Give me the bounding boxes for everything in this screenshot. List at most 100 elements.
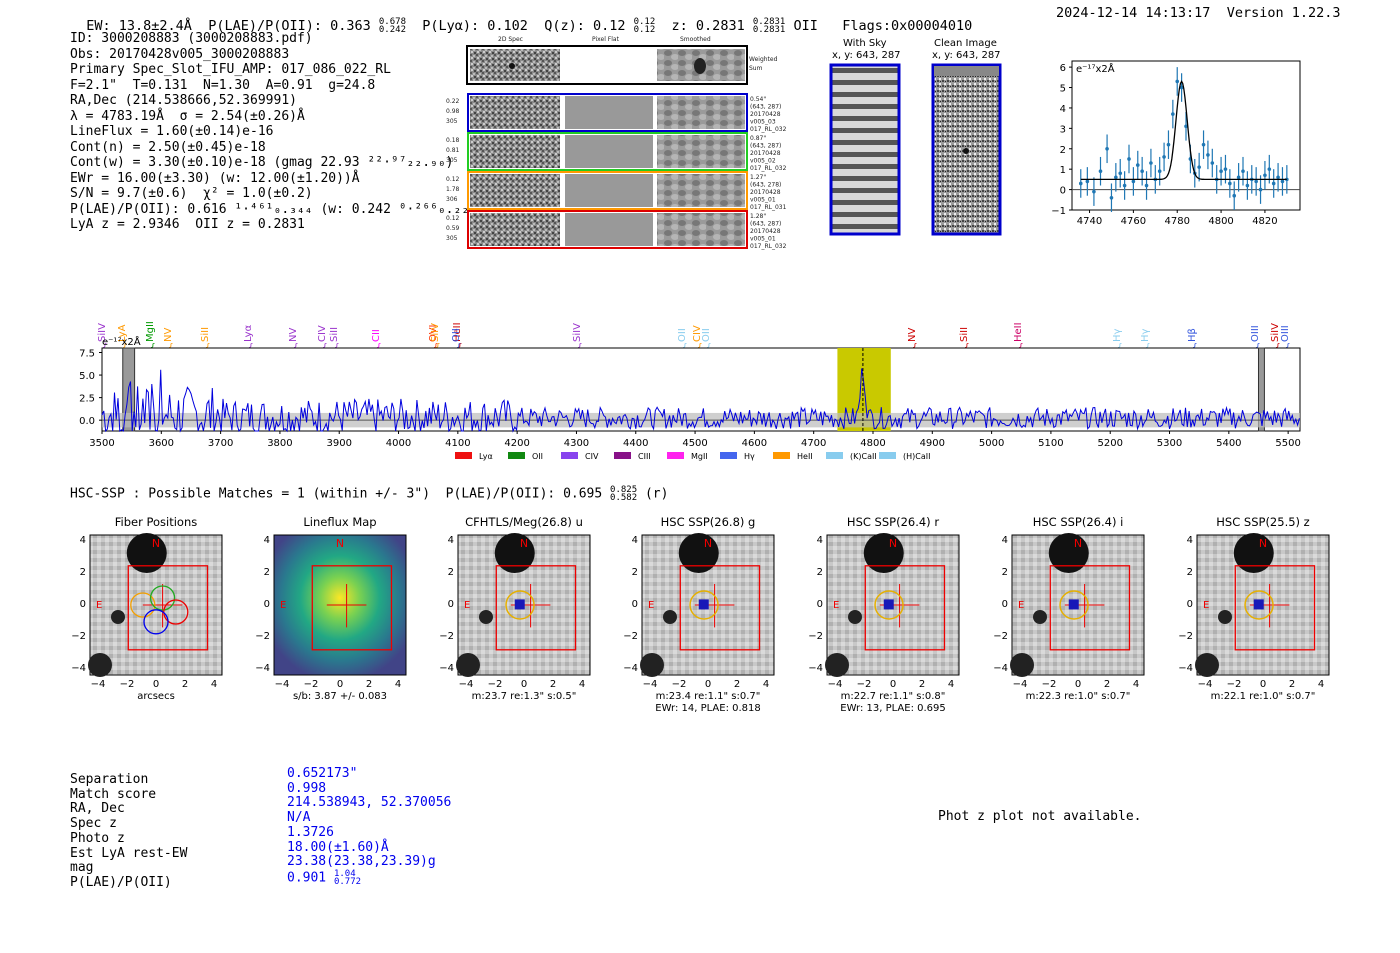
spectrum-line <box>101 368 1300 433</box>
north-marker: N <box>520 537 528 550</box>
label-plae: P(LAE)/P(OII) <box>70 874 172 890</box>
row-right-value: 20170428 <box>750 189 781 196</box>
north-marker: N <box>1074 537 1082 550</box>
data-point <box>1085 179 1090 184</box>
line-marker: { <box>376 343 382 350</box>
line-fit-xtick: 4820 <box>1252 216 1277 227</box>
data-point <box>1210 161 1215 165</box>
line-fit-xtick: 4800 <box>1208 216 1233 227</box>
spectrum-xtick: 5100 <box>1038 438 1063 449</box>
value-match-score: 0.998 <box>287 780 327 796</box>
data-point <box>1078 181 1083 186</box>
line-fit-ytick: 4 <box>1060 104 1066 115</box>
legend-swatch <box>614 452 631 459</box>
line-label: SiII <box>959 327 970 342</box>
panel-xtick: 4 <box>579 679 585 690</box>
imaging-panels: Fiber Positions N E 4 2 0 −2 −4 −4 −2 0 2 4 arcsecs Li… <box>71 515 1330 714</box>
data-point <box>1157 169 1162 174</box>
line-fit-xtick: 4780 <box>1165 216 1190 227</box>
with-sky-image <box>829 63 901 236</box>
info-ewr: EWr = 16.00(±3.30) (w: 12.00(±1.20))Å <box>70 170 360 186</box>
label-radec: RA, Dec <box>70 801 125 817</box>
line-marker: { <box>457 343 463 350</box>
panel-xtick: 0 <box>890 679 896 690</box>
panel-ytick: 0 <box>448 599 454 610</box>
panel-xtick: −2 <box>1227 679 1242 690</box>
data-point <box>1122 183 1127 188</box>
panel-ytick: 2 <box>1002 567 1008 578</box>
panel-xtick: 0 <box>1260 679 1266 690</box>
line-fit-ytick: 1 <box>1060 165 1066 176</box>
image-panel-2: Lineflux Map N E 4 2 0 −2 −4 −4 −2 0 2 4 s/b: 3.87 +/… <box>255 515 407 702</box>
legend-label: Lyα <box>479 452 493 461</box>
line-label: CII <box>371 329 382 342</box>
panel-ytick: −4 <box>623 663 638 674</box>
legend-swatch <box>561 452 578 459</box>
data-point <box>1171 112 1175 116</box>
bright-star <box>863 533 904 573</box>
panel-title: HSC SSP(26.4) i <box>1033 515 1124 529</box>
spectrum-xtick: 4800 <box>860 438 885 449</box>
line-label: SiII <box>329 327 340 342</box>
panel-ytick: −2 <box>993 631 1008 642</box>
col-smoothed: Smoothed <box>680 36 711 43</box>
line-marker: { <box>168 343 174 350</box>
info-lineflux: LineFlux = 1.60(±0.14)e-16 <box>70 124 274 139</box>
aperture-circle <box>505 590 535 620</box>
aperture-box <box>495 565 577 651</box>
spectrum-xtick: 5000 <box>979 438 1004 449</box>
panel-xtick: −2 <box>672 679 687 690</box>
north-marker: N <box>152 537 160 550</box>
row-left-value: 305 <box>446 235 458 242</box>
panel-xtick: 2 <box>550 679 556 690</box>
data-point <box>1105 146 1109 151</box>
info-id: ID: 3000208883 (3000208883.pdf) <box>70 31 313 46</box>
aperture-box <box>1234 565 1316 651</box>
panel-ytick: 4 <box>264 535 270 546</box>
row-right-value: 0.54" <box>750 96 766 103</box>
spectrum-xtick: 4000 <box>386 438 411 449</box>
data-point <box>1228 181 1232 186</box>
legend-label: (H)CaII <box>903 452 930 461</box>
detection-info: ID: 3000208883 (3000208883.pdf) Obs: 2017… <box>70 31 485 233</box>
hsc-summary: HSC-SSP : Possible Matches = 1 (within +… <box>70 485 669 503</box>
line-marker: { <box>150 343 156 350</box>
plya-label: P(Lyα): 0.102 <box>422 18 528 34</box>
line-marker: { <box>433 343 439 350</box>
aperture-circle <box>1059 590 1089 620</box>
data-point <box>1258 187 1263 192</box>
panel-xtick: −4 <box>1013 679 1028 690</box>
info-contn: Cont(n) = 2.50(±0.45)e-18 <box>70 139 266 155</box>
panel-xtick: 2 <box>734 679 740 690</box>
value-specz: N/A <box>287 810 311 826</box>
north-marker: N <box>889 537 897 550</box>
panel-ytick: 4 <box>448 535 454 546</box>
spectrum-xtick: 4600 <box>742 438 767 449</box>
row-right-value: v005_01 <box>750 236 776 243</box>
spectrum-xtick: 3900 <box>327 438 352 449</box>
aperture-box <box>1049 565 1131 651</box>
match-values: 0.652173" 0.998 214.538943, 52.370056 N/A 1.… <box>287 766 451 886</box>
data-point <box>1109 195 1114 200</box>
panel-title: HSC SSP(25.5) z <box>1216 515 1309 529</box>
east-marker: E <box>464 600 470 611</box>
data-point <box>1118 171 1123 176</box>
data-point <box>1263 173 1267 178</box>
panel-xtick: −4 <box>275 679 290 690</box>
panel-xtick: 0 <box>1075 679 1081 690</box>
aperture-box <box>864 565 946 651</box>
panel-ytick: 2 <box>1187 567 1193 578</box>
info-params: F=2.1" T=0.131 N=1.30 A=0.91 g=24.8 <box>70 77 376 93</box>
line-marker: { <box>706 343 712 350</box>
panel-ytick: 0 <box>1187 599 1193 610</box>
spectrum-ytick: 2.5 <box>79 394 95 405</box>
line-fit-xtick: 4760 <box>1121 216 1146 227</box>
line-marker: { <box>102 343 108 350</box>
panel-xtick: 0 <box>337 679 343 690</box>
line-marker: { <box>1275 343 1281 350</box>
line-label: SiIV <box>1270 323 1281 342</box>
line-label: SiII <box>200 327 211 342</box>
aperture-box <box>127 565 209 651</box>
line-fit-ytick: 3 <box>1060 124 1066 135</box>
